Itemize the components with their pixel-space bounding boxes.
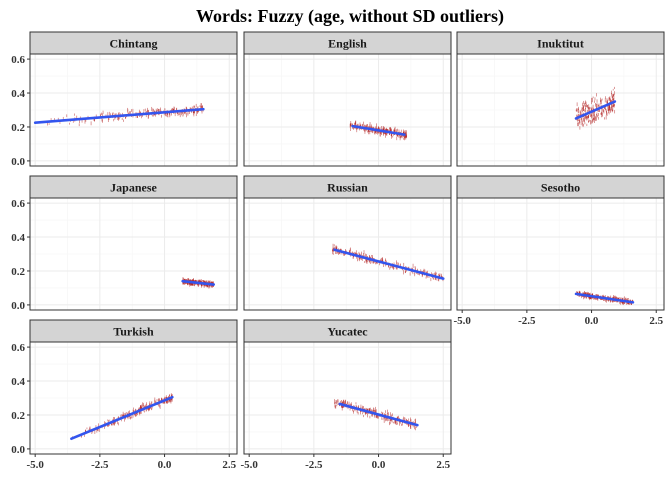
facet-strip: [29, 175, 238, 199]
x-tick-label: -5.0: [240, 459, 258, 471]
facet-panel-chintang: Chintang 0.0 0.2 0.4 0.6: [11, 31, 238, 168]
y-tick-label: 0.2: [11, 122, 25, 134]
fit-line: [70, 395, 174, 441]
facet-panel-english: English: [243, 31, 452, 167]
facet-strip: [243, 319, 452, 343]
facet-strip-label: Sesotho: [541, 181, 580, 195]
facet-panel-inuktitut: Inuktitut: [456, 31, 665, 167]
facet-strip: [456, 31, 665, 55]
y-tick-label: 0.4: [11, 88, 25, 100]
facet-strip: [243, 175, 452, 199]
facet-panel-japanese: Japanese 0.0 0.2 0.4 0.6: [11, 175, 238, 312]
y-tick-label: 0.0: [11, 156, 25, 168]
y-tick-label: 0.6: [11, 54, 25, 66]
facet-panel-yucatec: Yucatec -5.0 -2.5 0.0 2.5: [240, 319, 452, 471]
y-tick-label: 0.2: [11, 410, 25, 422]
facet-strip-label: Chintang: [109, 37, 157, 51]
facet-strip: [29, 319, 238, 343]
facet-strip: [456, 175, 665, 199]
x-tick-label: 2.5: [649, 315, 663, 327]
y-tick-label: 0.4: [11, 376, 25, 388]
fit-line: [33, 107, 205, 125]
facet-panels: Chintang 0.0 0.2 0.4 0.6 English Inuktitut Japa…: [11, 31, 665, 471]
x-tick-label: 0.0: [372, 459, 386, 471]
x-tick-label: 0.0: [158, 459, 172, 471]
facet-strip-label: Russian: [327, 181, 368, 195]
x-tick-label: 2.5: [222, 459, 236, 471]
y-tick-label: 0.6: [11, 198, 25, 210]
x-tick-label: 2.5: [436, 459, 450, 471]
facet-panel-turkish: Turkish 0.0 0.2 0.4 0.6 -5.0 -2.5 0.0 2.5: [11, 319, 238, 471]
x-tick-label: -2.5: [518, 315, 536, 327]
x-tick-label: -2.5: [91, 459, 109, 471]
facet-strip: [29, 31, 238, 55]
y-tick-label: 0.6: [11, 342, 25, 354]
x-tick-label: -5.0: [453, 315, 471, 327]
facet-strip: [243, 31, 452, 55]
facet-strip-label: Inuktitut: [537, 37, 584, 51]
y-tick-label: 0.2: [11, 266, 25, 278]
x-tick-label: -5.0: [26, 459, 44, 471]
fit-line: [333, 248, 445, 280]
chart-title: Words: Fuzzy (age, without SD outliers): [196, 6, 504, 27]
y-tick-label: 0.4: [11, 232, 25, 244]
facet-panel-russian: Russian: [243, 175, 452, 311]
x-tick-label: 0.0: [585, 315, 599, 327]
y-tick-label: 0.0: [11, 300, 25, 312]
facet-strip-label: Turkish: [113, 325, 154, 339]
fit-line: [574, 292, 635, 304]
facet-panel-sesotho: Sesotho -5.0 -2.5 0.0 2.5: [453, 175, 665, 327]
x-tick-label: -2.5: [305, 459, 323, 471]
facet-strip-label: Yucatec: [327, 325, 368, 339]
fit-line: [338, 402, 419, 427]
fit-line: [351, 124, 406, 136]
fit-line: [574, 100, 617, 120]
facet-strip-label: English: [328, 37, 367, 51]
y-tick-label: 0.0: [11, 444, 25, 456]
fit-line: [181, 279, 216, 286]
facet-strip-label: Japanese: [110, 181, 157, 195]
